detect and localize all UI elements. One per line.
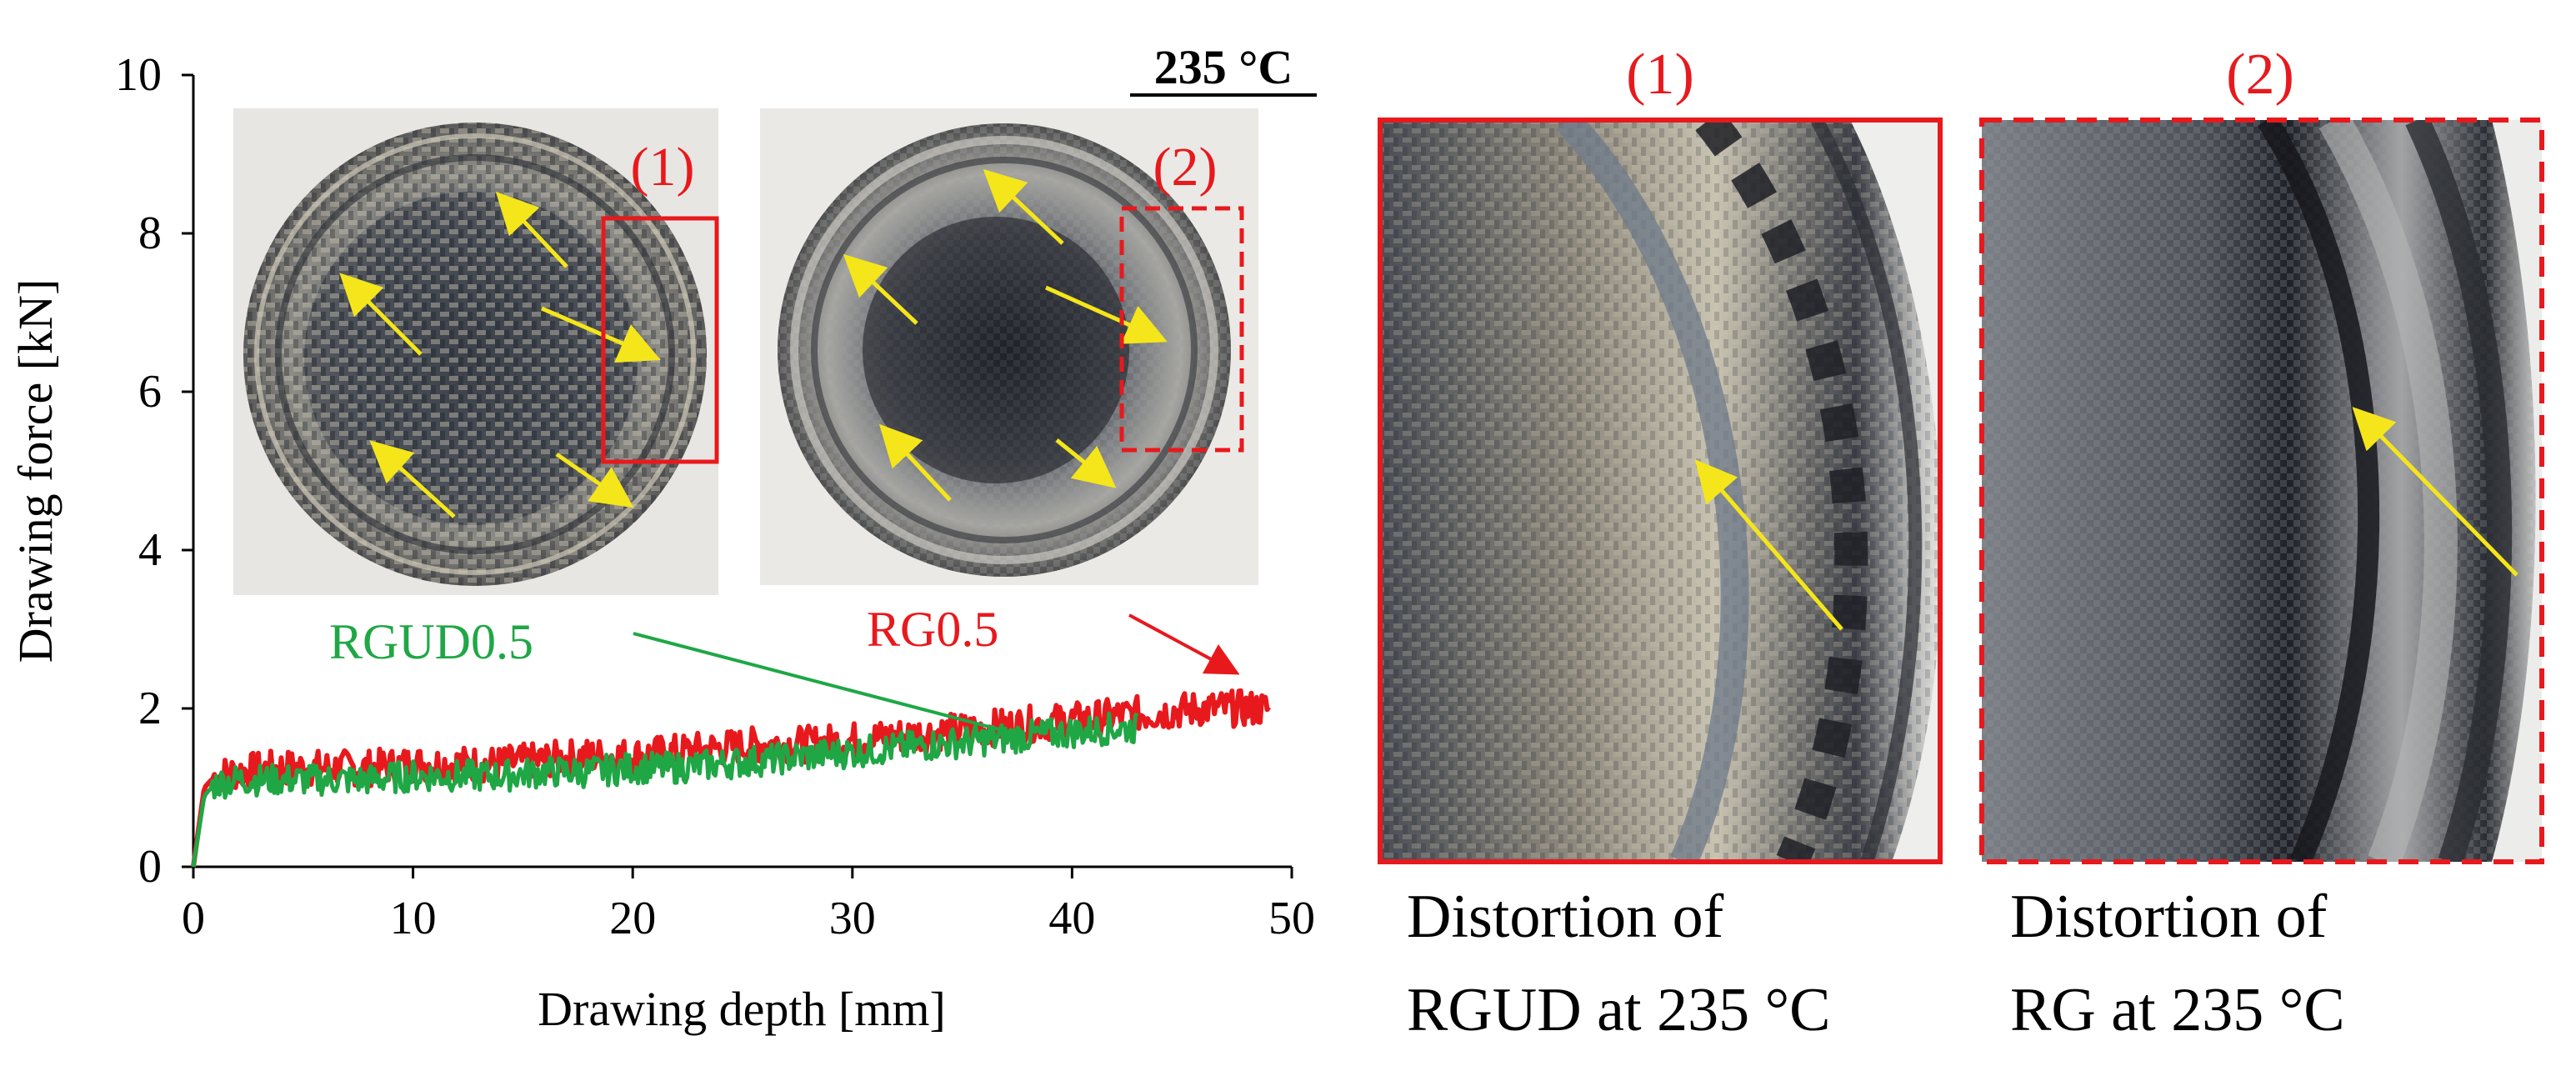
inset2-zoom-box <box>1119 206 1244 453</box>
inset2-arrow-4 <box>878 423 952 502</box>
y-tick-label: 8 <box>138 208 162 259</box>
panel2-frame <box>1979 118 2544 864</box>
panel1-arrow <box>1694 459 1843 631</box>
inset2-arrow-2 <box>843 253 918 325</box>
inset1-label: (1) <box>631 137 695 198</box>
chart-axes: 0 2 4 6 8 10 0 10 20 30 40 50 <box>115 49 1315 944</box>
y-tick-label: 0 <box>138 841 162 893</box>
inset1-arrow-1 <box>495 191 568 268</box>
x-tick-label: 30 <box>829 893 876 944</box>
annotation-rg-arrow <box>1128 613 1240 675</box>
x-tick-label: 0 <box>182 893 205 944</box>
panel2-caption-line2: RG at 235 °C <box>2010 976 2345 1044</box>
x-tick-label: 50 <box>1268 893 1315 944</box>
inset1-arrow-3 <box>541 306 661 363</box>
annotation-rg: RG0.5 <box>867 602 998 657</box>
inset-photo-rgud: (1) <box>233 108 719 595</box>
zoom-panel-2: (2) Distortion of RG at 235 °C <box>1979 43 2544 1044</box>
inset2-arrow-5 <box>1055 438 1117 488</box>
y-tick-label: 10 <box>115 49 162 101</box>
x-tick-label: 20 <box>609 893 656 944</box>
panel2-label: (2) <box>2226 43 2294 107</box>
chart-title: 235 °C <box>1154 40 1293 94</box>
annotation-rgud: RGUD0.5 <box>329 614 533 669</box>
y-tick-label: 2 <box>138 683 162 734</box>
inset1-arrow-4 <box>369 440 456 518</box>
y-tick-label: 4 <box>138 524 162 576</box>
inset2-label: (2) <box>1153 137 1218 198</box>
panel1-caption-line2: RGUD at 235 °C <box>1407 976 1831 1044</box>
series-line-rgud05 <box>191 711 1139 868</box>
series-layer <box>191 688 1272 868</box>
zoom-panel-1: (1) Distortion of RGUD at 235 °C <box>1378 43 1943 1044</box>
panel1-label: (1) <box>1626 43 1694 107</box>
x-tick-label: 10 <box>390 893 437 944</box>
inset2-arrow-3 <box>1044 285 1168 344</box>
y-axis-label: Drawing force [kN] <box>8 279 63 663</box>
inset-photo-rg: (2) <box>760 108 1258 585</box>
panel1-caption-line1: Distortion of <box>1407 883 1724 951</box>
inset1-arrow-2 <box>339 273 423 356</box>
annotation-rgud-leader <box>633 632 1009 733</box>
panel2-caption-line1: Distortion of <box>2010 883 2328 951</box>
y-tick-label: 6 <box>138 366 162 418</box>
x-axis-label: Drawing depth [mm] <box>538 982 946 1036</box>
inset1-arrow-5 <box>555 452 634 508</box>
panel1-frame <box>1378 118 1943 864</box>
panel2-arrow <box>2352 407 2518 577</box>
inset2-arrow-1 <box>983 168 1064 245</box>
inset1-zoom-box <box>601 216 719 464</box>
x-tick-label: 40 <box>1048 893 1095 944</box>
